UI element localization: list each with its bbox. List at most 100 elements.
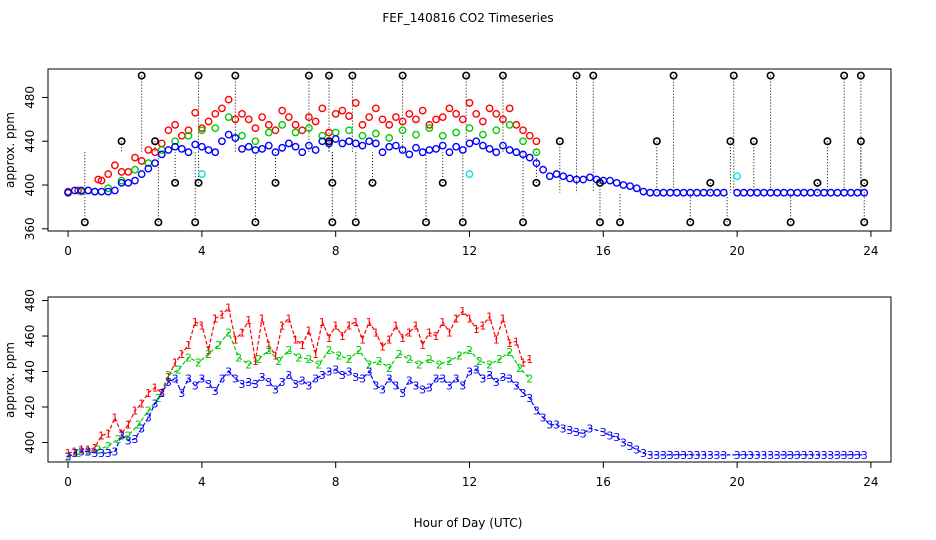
series2-point: 2 [526, 373, 533, 386]
series2-point [505, 120, 514, 129]
series1-point: 1 [459, 305, 466, 318]
series1-point: 1 [453, 312, 460, 325]
series1-point: 1 [499, 312, 506, 325]
series3-point: 3 [152, 397, 159, 410]
series2-point [438, 131, 447, 140]
x-tick-label: 16 [596, 475, 611, 489]
outlier-point [840, 71, 849, 80]
series1-point [512, 120, 521, 129]
series3-point [264, 141, 273, 150]
series3-point [365, 137, 374, 146]
series3-point: 3 [740, 449, 747, 462]
series3-point [111, 186, 119, 195]
series3-line [67, 369, 865, 458]
series2-point: 2 [135, 419, 142, 432]
series3-point [659, 188, 668, 197]
series3-point [97, 187, 106, 196]
series1-point [151, 148, 159, 157]
series1-point: 1 [65, 447, 72, 460]
series2-point [492, 126, 501, 135]
series1-point [331, 109, 340, 118]
x-tick-label: 24 [863, 244, 878, 258]
series3-point [693, 188, 701, 197]
series3-point [405, 150, 414, 159]
outlier-point [324, 71, 333, 80]
series2-point [345, 126, 353, 135]
series3-point [432, 145, 440, 153]
outlier-point [304, 71, 313, 80]
series3-point: 3 [673, 449, 680, 462]
series1-point: 1 [439, 316, 446, 329]
series3-point [338, 139, 347, 148]
series3-point [164, 146, 173, 154]
series3-point: 3 [526, 392, 533, 405]
series3-point: 3 [212, 385, 219, 398]
series1-point: 1 [419, 339, 426, 352]
series1-point [525, 131, 534, 140]
series3-point: 3 [667, 449, 674, 462]
series1-point: 1 [252, 355, 259, 368]
series3-point [525, 153, 534, 162]
series1-point: 1 [185, 339, 192, 352]
outlier-point [398, 71, 407, 80]
series1-point [284, 113, 293, 122]
series1-point: 1 [85, 444, 92, 457]
series1-point [505, 104, 514, 113]
series3-point: 3 [580, 428, 587, 441]
series3-point: 3 [439, 373, 446, 386]
series2-point: 2 [356, 344, 363, 357]
series3-point: 3 [285, 369, 292, 382]
series3-point: 3 [707, 449, 714, 462]
series1-point: 1 [379, 341, 386, 354]
outlier-point [328, 218, 337, 227]
series1-point: 1 [265, 339, 272, 352]
series2-point [211, 124, 220, 133]
series3-point [753, 188, 762, 197]
top-panel-scatter: 0 4 8 12 16 20 24 360 400 440 480 approx. ppm [3, 68, 892, 258]
series1-point [171, 120, 180, 129]
figure-title: FEF_140816 CO2 Timeseries [382, 11, 553, 25]
series2-point [465, 124, 474, 133]
series3-point: 3 [118, 429, 125, 442]
series2-point [197, 126, 206, 135]
series2-point: 2 [215, 339, 222, 352]
series1-point: 1 [479, 319, 486, 332]
series3-point: 3 [185, 373, 192, 386]
series1-point [258, 113, 266, 122]
series1-point: 1 [346, 319, 353, 332]
series1-point [472, 109, 481, 118]
series3-point [532, 159, 541, 168]
series3-point [820, 188, 828, 197]
series3-point: 3 [861, 449, 868, 462]
series1-point [392, 113, 400, 122]
series1-line [67, 306, 530, 454]
outlier-point [137, 71, 146, 80]
series3-point [157, 150, 166, 159]
series2-point [171, 137, 180, 146]
outlier-point [80, 218, 89, 227]
outlier-point [555, 137, 564, 146]
outlier-point [669, 71, 678, 80]
series3-point: 3 [834, 449, 841, 462]
series2-point [371, 129, 380, 138]
series3-point [258, 145, 266, 153]
series1-point [94, 175, 103, 184]
series1-point [378, 115, 387, 124]
series2-point: 2 [195, 357, 202, 370]
series1-point [499, 115, 507, 124]
series3-point [800, 188, 808, 197]
series1-point: 1 [392, 319, 399, 332]
series1-point: 1 [172, 357, 179, 370]
series2-point: 2 [145, 405, 152, 418]
series3-point [244, 142, 253, 151]
series3-point [679, 188, 688, 197]
series1-point: 1 [399, 332, 406, 345]
outlier-point [729, 71, 738, 80]
series1-point [137, 157, 146, 165]
outlier-point [856, 137, 865, 146]
series3-point: 3 [91, 447, 98, 460]
series3-point: 3 [426, 381, 433, 394]
series2-point: 2 [265, 344, 272, 357]
series3-point: 3 [239, 378, 246, 391]
series1-point: 1 [305, 325, 312, 338]
